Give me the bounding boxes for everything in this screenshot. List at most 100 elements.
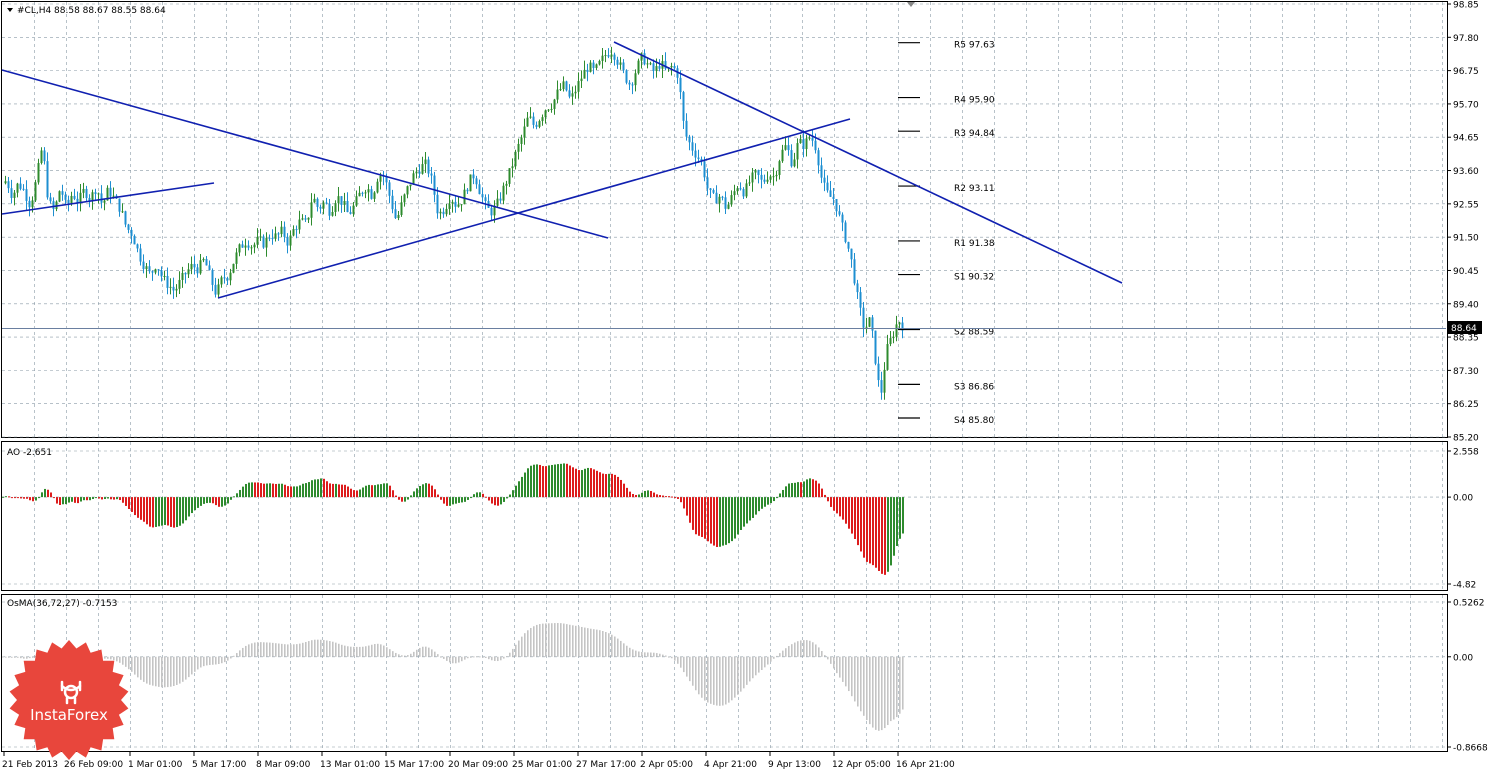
osma-bar	[110, 656, 112, 660]
candle-body	[469, 174, 472, 192]
osma-bar	[389, 649, 391, 657]
candle-body	[388, 182, 391, 196]
osma-bar	[596, 629, 598, 657]
candle-body	[649, 63, 652, 65]
candle-body	[793, 159, 796, 167]
trendline[interactable]	[613, 41, 1123, 284]
candle-body	[802, 138, 805, 150]
candle-body	[493, 205, 496, 216]
osma-bar	[485, 656, 487, 658]
candle-body	[514, 151, 517, 167]
candle-body	[4, 181, 7, 184]
candle-body	[814, 140, 817, 151]
ao-bar	[35, 497, 37, 501]
osma-bar	[824, 655, 826, 657]
osma-bar	[749, 656, 751, 682]
trendlines[interactable]	[1, 41, 1123, 299]
candle-body	[778, 161, 781, 175]
osma-bar	[287, 644, 289, 657]
candle-body	[673, 66, 676, 69]
osma-bar	[152, 656, 154, 686]
candle-body	[223, 277, 226, 279]
candle-body	[697, 157, 700, 159]
osma-bar	[734, 656, 736, 698]
osma-bar	[155, 656, 157, 687]
ao-bar	[749, 497, 751, 521]
osma-bar	[716, 656, 718, 706]
trendline[interactable]	[1, 182, 215, 215]
osma-bar	[617, 638, 619, 657]
candle-body	[787, 145, 790, 151]
osma-bar	[464, 656, 466, 660]
candle-body	[475, 178, 478, 185]
ao-bar	[443, 497, 445, 504]
osma-bar	[581, 626, 583, 657]
osma-bar	[107, 656, 109, 659]
candle-body	[895, 324, 898, 337]
ao-bar	[641, 492, 643, 498]
ao-bar	[89, 497, 91, 501]
candle-body	[106, 187, 109, 201]
candle-body	[121, 211, 124, 213]
osma-bar	[743, 656, 745, 689]
osma-bar	[746, 656, 748, 685]
ao-bar	[449, 497, 451, 506]
osma-bar	[131, 656, 133, 672]
ao-bar	[665, 496, 667, 498]
ao-bar	[863, 497, 865, 558]
osma-bar	[284, 644, 286, 657]
osma-bar	[587, 628, 589, 657]
shift-marker-icon[interactable]	[907, 2, 915, 7]
osma-bar	[437, 654, 439, 657]
ao-bar	[800, 482, 802, 498]
candle-body	[634, 73, 637, 86]
osma-bar	[881, 656, 883, 731]
pivot-label: R3 94.84	[954, 129, 995, 139]
ao-bar	[143, 497, 145, 522]
candle-body	[187, 269, 190, 275]
candle-body	[505, 183, 508, 186]
osma-bar	[125, 656, 127, 667]
candle-body	[817, 150, 820, 166]
candle-body	[616, 59, 619, 65]
candle-body	[805, 138, 808, 150]
osma-bar	[830, 656, 832, 664]
ao-bar	[500, 497, 502, 505]
candle-body	[271, 238, 274, 240]
candle-body	[154, 269, 157, 273]
ao-bar	[302, 483, 304, 498]
ao-bar	[119, 497, 121, 501]
ao-bar	[773, 497, 775, 502]
osma-bar	[623, 643, 625, 657]
candle-body	[541, 117, 544, 122]
ao-bar	[491, 497, 493, 504]
candle-body	[202, 258, 205, 261]
candle-body	[655, 66, 658, 72]
osma-bar	[263, 642, 265, 657]
ao-bar	[566, 463, 568, 498]
candle-body	[244, 245, 247, 248]
osma-bar	[563, 623, 565, 657]
candle-body	[520, 137, 523, 144]
candle-body	[13, 192, 16, 198]
trendline[interactable]	[1, 69, 609, 239]
price-tick-label: 87.30	[1453, 367, 1479, 377]
osma-bar	[269, 642, 271, 657]
osma-bar	[413, 651, 415, 657]
trendline[interactable]	[217, 118, 851, 299]
osma-bar	[599, 630, 601, 657]
candle-body	[340, 196, 343, 205]
candle-body	[292, 229, 295, 236]
price-tick-label: 91.50	[1453, 234, 1479, 244]
pivot-label: R4 95.90	[954, 96, 995, 106]
ao-bar	[86, 497, 88, 501]
osma-bar	[773, 656, 775, 659]
time-tick-label: 1 Mar 01:00	[128, 760, 183, 770]
dropdown-triangle-icon[interactable]	[7, 8, 13, 12]
ao-bar	[896, 497, 898, 546]
ao-bar	[284, 484, 286, 498]
osma-bar	[896, 656, 898, 718]
osma-bar	[878, 656, 880, 731]
ao-bar	[62, 497, 64, 505]
